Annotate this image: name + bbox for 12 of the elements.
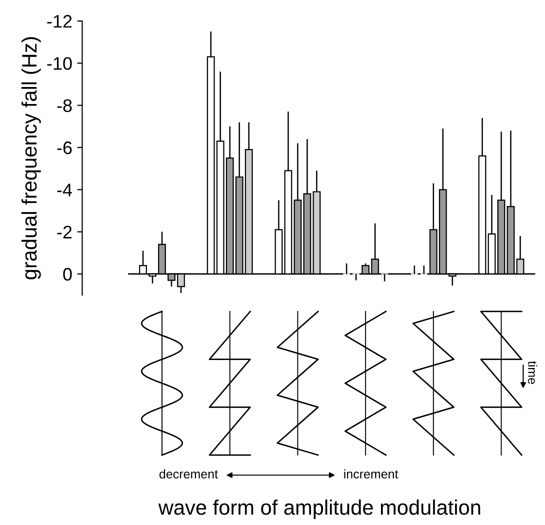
y-tick-label: -8 <box>57 99 72 112</box>
y-tick-label: -10 <box>47 57 72 70</box>
text: time <box>528 361 538 384</box>
y-axis-title: gradual frequency fall (Hz) <box>21 37 41 280</box>
y-tick-label: -4 <box>57 184 72 196</box>
text: wave form of amplitude modulation <box>158 500 480 519</box>
y-tick-label: 0 <box>63 268 72 281</box>
text: increment <box>344 469 398 478</box>
y-tick-label: -12 <box>47 14 72 28</box>
y-tick-label: -6 <box>57 141 72 154</box>
y-tick-label: -2 <box>57 226 72 238</box>
text: decrement <box>159 469 218 478</box>
